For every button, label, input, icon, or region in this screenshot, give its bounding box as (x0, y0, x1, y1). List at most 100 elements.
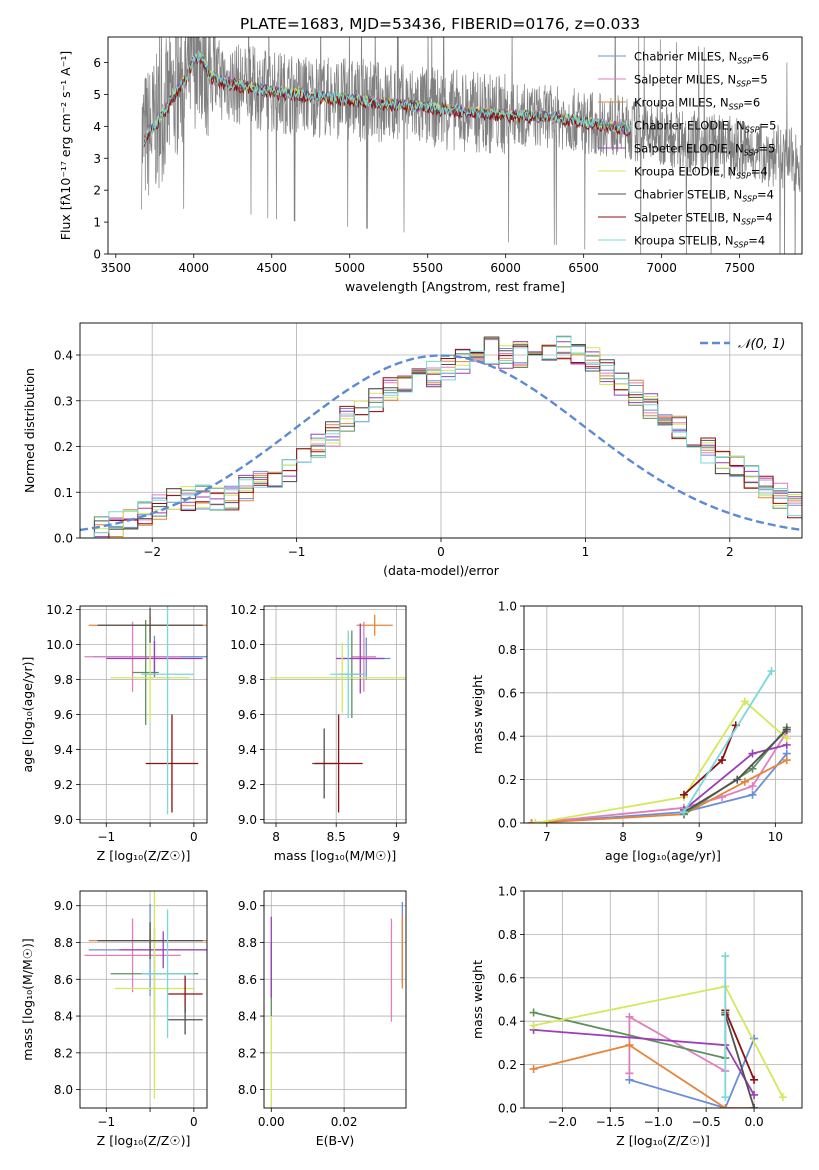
y-tick-label: 3 (93, 152, 101, 166)
data-point (721, 952, 730, 961)
y-tick-label: 8.8 (54, 936, 73, 950)
y-axis-label: mass weight (470, 960, 485, 1039)
series-line (531, 753, 788, 823)
y-tick-label: 0.8 (498, 928, 517, 942)
data-point (748, 749, 757, 758)
y-tick-label: 6 (93, 56, 101, 70)
panel-6: −1 0 8.0 8.2 8.4 8.6 8.8 9.0 Z [log₁₀(Z/Z☉)] mass… (20, 890, 208, 1148)
y-tick-label: 9.0 (238, 813, 257, 827)
data-point (531, 819, 540, 823)
error-bar (356, 614, 393, 636)
model-spectrum-kroupa-stelib (143, 51, 631, 145)
x-tick-label: −1 (97, 1115, 115, 1129)
series-line (629, 1038, 755, 1108)
x-tick-label: 7500 (724, 261, 755, 275)
x-tick-label: 3500 (101, 261, 132, 275)
y-tick-label: 9.0 (54, 813, 73, 827)
y-tick-label: 0.0 (498, 1102, 517, 1116)
panel-4: 8 8.5 9 9.0 9.2 9.4 9.6 9.8 10.0 10.2 mass [log₁₀(… (230, 603, 407, 863)
data-point (625, 1041, 634, 1050)
axes-frame (263, 890, 407, 1109)
legend-entry: 𝒩(0, 1) (738, 337, 785, 352)
x-tick-label: 4500 (256, 261, 287, 275)
error-bar (84, 621, 181, 692)
y-tick-label: 0.6 (498, 686, 517, 700)
error-bar (119, 931, 207, 969)
y-tick-label: 8.8 (238, 936, 257, 950)
y-axis-label: mass [log₁₀(M/M☉)] (20, 938, 35, 1060)
legend-entry: Chabrier ELODIE, NSSP=5 (634, 119, 776, 135)
panel-3: −1 0 9.0 9.2 9.4 9.6 9.8 10.0 10.2 Z [log₁₀(Z/Z☉)… (20, 603, 208, 863)
y-tick-label: 0.4 (498, 1015, 517, 1029)
y-tick-label: 1.0 (498, 885, 517, 899)
y-tick-label: 0.8 (498, 643, 517, 657)
model-spectrum-salpeter-stelib (143, 54, 631, 148)
legend: Chabrier MILES, NSSP=6 Salpeter MILES, NS… (598, 50, 776, 250)
error-bar (106, 641, 203, 676)
legend-entry: Salpeter STELIB, NSSP=4 (634, 211, 773, 227)
x-tick-label: 0.02 (331, 1115, 358, 1129)
error-bar (145, 714, 199, 813)
y-tick-label: 0.2 (54, 440, 73, 454)
x-tick-label: 9 (695, 830, 703, 844)
x-tick-label: 8 (272, 830, 280, 844)
x-tick-label: −2 (143, 545, 161, 559)
x-tick-label: 8.5 (327, 830, 346, 844)
data-point (529, 1064, 538, 1073)
data-point (748, 764, 757, 773)
y-tick-label: 0.4 (54, 349, 73, 363)
data-point (750, 1090, 759, 1099)
y-tick-label: 1 (93, 216, 101, 230)
figure-title: PLATE=1683, MJD=53436, FIBERID=0176, z=0… (240, 15, 640, 33)
data-point (782, 725, 791, 734)
x-tick-label: −1.0 (644, 1115, 673, 1129)
plot-area (270, 614, 406, 813)
y-tick-label: 0.0 (54, 532, 73, 546)
data-point (529, 1021, 538, 1030)
x-tick-label: 7 (543, 830, 551, 844)
series-line (724, 1014, 755, 1108)
y-axis-label: mass weight (470, 675, 485, 754)
x-tick-label: 0 (437, 545, 445, 559)
series-line (531, 759, 788, 823)
y-tick-label: 4 (93, 120, 101, 134)
x-tick-label: 0 (190, 1115, 198, 1129)
x-tick-label: 5000 (334, 261, 365, 275)
data-point (733, 775, 742, 784)
y-tick-label: 9.0 (54, 899, 73, 913)
data-point (625, 1069, 634, 1078)
series-line (533, 1044, 755, 1108)
x-axis-label: Z [log₁₀(Z/Z☉)] (97, 1133, 191, 1148)
y-tick-label: 9.6 (54, 708, 73, 722)
y-axis-label: Normed distribution (22, 368, 37, 493)
x-tick-label: 0.0 (745, 1115, 764, 1129)
axes-frame (79, 322, 803, 539)
error-bar (141, 606, 194, 815)
legend-entry: Kroupa ELODIE, NSSP=4 (634, 165, 768, 181)
y-tick-label: 0.2 (498, 1058, 517, 1072)
y-tick-label: 0.1 (54, 486, 73, 500)
y-tick-label: 10.2 (46, 603, 73, 617)
x-axis-label: Z [log₁₀(Z/Z☉)] (97, 848, 191, 863)
y-tick-label: 1.0 (498, 600, 517, 614)
error-bar (351, 621, 376, 692)
data-point (718, 756, 727, 765)
histogram-salpeter-miles (80, 338, 802, 538)
x-axis-label: wavelength [Angstrom, rest frame] (345, 279, 565, 294)
data-point (778, 1093, 787, 1102)
histogram-kroupa-stelib (80, 336, 802, 538)
axes-frame (523, 605, 803, 824)
x-tick-label: −0.5 (692, 1115, 721, 1129)
y-tick-label: 9.2 (238, 778, 257, 792)
y-tick-label: 10.2 (230, 603, 257, 617)
histogram-chabrier-miles (80, 339, 802, 538)
x-tick-label: −1 (288, 545, 306, 559)
y-tick-label: 9.0 (238, 899, 257, 913)
legend: 𝒩(0, 1) (700, 337, 785, 352)
data-point (748, 790, 757, 799)
y-tick-label: 0 (93, 248, 101, 262)
y-tick-label: 8.4 (238, 1010, 257, 1024)
y-tick-label: 8.0 (54, 1083, 73, 1097)
panel-2: −2 −1 0 1 2 0.0 0.1 0.2 0.3 0.4 (data-model)/error… (22, 322, 803, 578)
